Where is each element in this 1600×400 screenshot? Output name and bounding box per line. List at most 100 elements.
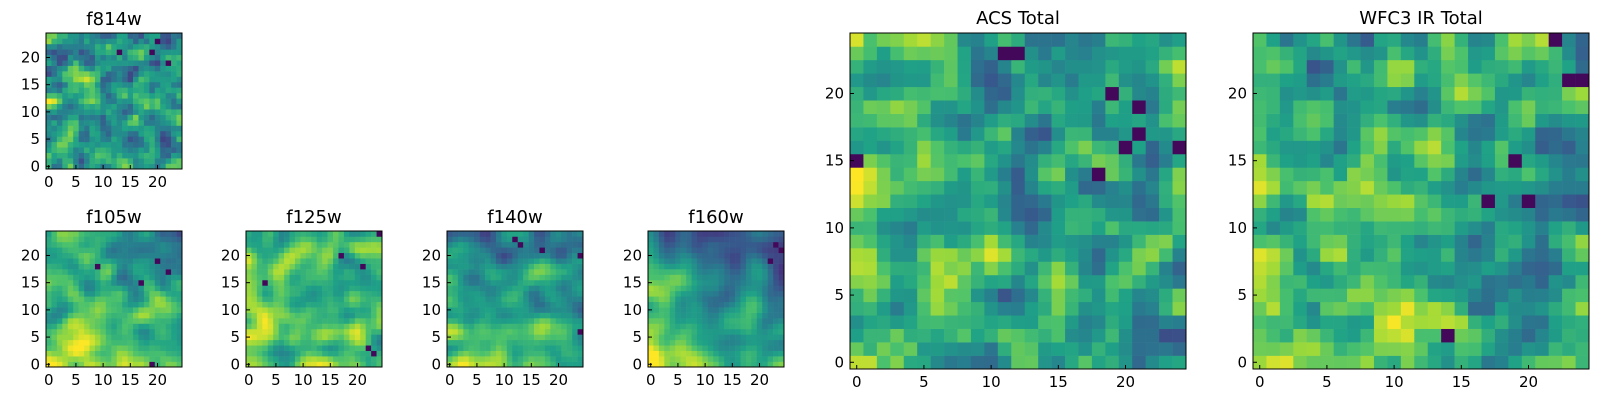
heatmap-cell	[876, 33, 891, 47]
heatmap-cell	[94, 323, 101, 330]
y-tick-label: 15	[422, 274, 441, 292]
heatmap-cell	[1172, 33, 1187, 47]
heatmap-cell	[756, 345, 763, 351]
heatmap-cell	[735, 269, 741, 275]
heatmap-cell	[165, 285, 172, 292]
heatmap-cell	[154, 49, 161, 56]
heatmap-cell	[1024, 73, 1039, 88]
heatmap-cell	[1535, 288, 1549, 303]
heatmap-cell	[1306, 73, 1321, 88]
heatmap-cell	[903, 355, 918, 370]
heatmap-cell	[1535, 234, 1549, 249]
heatmap-cell	[903, 248, 918, 262]
heatmap-cell	[957, 180, 972, 195]
heatmap-cell	[1159, 261, 1173, 276]
heatmap-cell	[1468, 113, 1482, 128]
heatmap-cell	[371, 236, 377, 243]
heatmap-cell	[316, 334, 323, 341]
heatmap-cell	[284, 274, 290, 281]
heatmap-cell	[1575, 100, 1590, 114]
heatmap-cell	[1024, 127, 1039, 141]
heatmap-cell	[1293, 207, 1308, 222]
heatmap-cell	[751, 323, 758, 330]
heatmap-cell	[648, 274, 654, 281]
heatmap-cell	[273, 301, 279, 308]
heatmap-cell	[149, 285, 156, 292]
heatmap-cell	[850, 167, 864, 182]
heatmap-cell	[176, 109, 183, 115]
heatmap-cell	[273, 328, 279, 335]
heatmap-cell	[1279, 73, 1294, 88]
heatmap-cell	[707, 290, 714, 297]
heatmap-cell	[550, 356, 557, 362]
heatmap-cell	[1414, 113, 1429, 128]
heatmap-cell	[256, 231, 263, 237]
heatmap-cell	[46, 33, 52, 39]
heatmap-cell	[917, 315, 931, 329]
heatmap-cell	[171, 33, 177, 39]
heatmap-cell	[479, 334, 486, 341]
heatmap-cell	[675, 285, 681, 292]
heatmap-cell	[756, 301, 763, 308]
heatmap-cell	[1427, 328, 1442, 343]
heatmap-cell	[284, 350, 290, 357]
heatmap-cell	[658, 345, 665, 351]
heatmap-cell	[127, 274, 134, 281]
heatmap-cell	[1105, 288, 1120, 303]
heatmap-cell	[485, 361, 491, 368]
heatmap-cell	[876, 301, 891, 316]
heatmap-cell	[289, 269, 296, 275]
heatmap-cell	[544, 323, 551, 330]
heatmap-cell	[555, 252, 562, 259]
heatmap-cell	[1306, 33, 1321, 47]
heatmap-cell	[523, 241, 529, 248]
heatmap-cell	[62, 49, 69, 56]
heatmap-cell	[468, 241, 475, 248]
heatmap-cell	[338, 328, 345, 335]
heatmap-cell	[729, 231, 736, 237]
heatmap-cell	[1468, 73, 1482, 88]
heatmap-cell	[333, 258, 339, 264]
heatmap-cell	[1306, 355, 1321, 370]
heatmap-cell	[997, 33, 1012, 47]
heatmap-cell	[863, 100, 878, 114]
heatmap-cell	[735, 236, 741, 243]
heatmap-cell	[278, 361, 285, 368]
heatmap-cell	[944, 73, 958, 88]
heatmap-cell	[143, 163, 150, 170]
heatmap-cell	[1078, 207, 1093, 222]
heatmap-cell	[957, 59, 972, 74]
heatmap-cell	[94, 312, 101, 319]
y-tick-label: 10	[422, 301, 441, 319]
heatmap-cell	[724, 274, 730, 281]
heatmap-cell	[468, 285, 475, 292]
heatmap-cell	[122, 334, 128, 341]
heatmap-cell	[740, 323, 747, 330]
heatmap-cell	[84, 114, 90, 121]
heatmap-cell	[917, 33, 931, 47]
heatmap-cell	[550, 312, 557, 319]
heatmap-cell	[100, 345, 107, 351]
heatmap-cell	[143, 141, 150, 148]
heatmap-cell	[154, 125, 161, 132]
heatmap-cell	[767, 307, 774, 313]
heatmap-cell	[572, 252, 578, 259]
heatmap-cell	[1454, 59, 1469, 74]
heatmap-cell	[171, 98, 177, 105]
heatmap-cell	[165, 76, 172, 83]
heatmap-cell	[354, 231, 361, 237]
heatmap-cell	[1065, 73, 1079, 88]
heatmap-cell	[284, 301, 290, 308]
heatmap-cell	[138, 81, 145, 88]
heatmap-cell	[664, 328, 671, 335]
heatmap-cell	[176, 361, 183, 368]
heatmap-cell	[970, 328, 985, 343]
heatmap-cell	[1320, 180, 1334, 195]
heatmap-cell	[555, 241, 562, 248]
y-tick-label: 5	[30, 328, 40, 346]
heatmap-cell	[903, 86, 918, 101]
heatmap-cell	[1118, 274, 1133, 289]
heatmap-cell	[46, 328, 52, 335]
heatmap-cell	[165, 345, 172, 351]
heatmap-cell	[1521, 86, 1536, 101]
